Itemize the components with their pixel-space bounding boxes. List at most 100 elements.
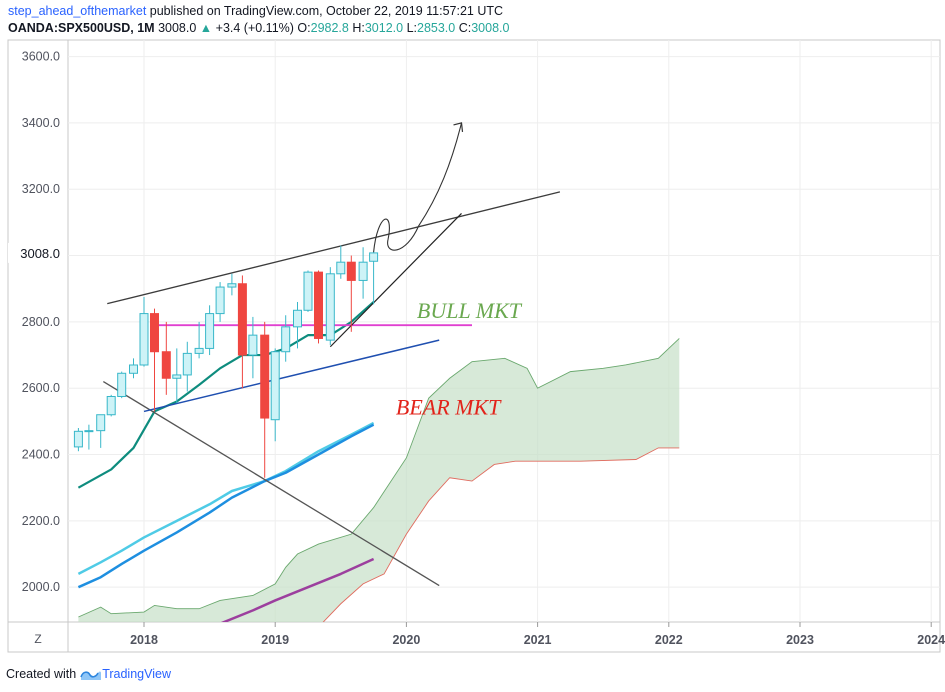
- candle-up: [303, 270, 313, 312]
- cloud-upper-line: [78, 338, 680, 618]
- candle-up: [248, 316, 258, 379]
- falling-trendline: [102, 381, 440, 587]
- candle-body: [270, 351, 280, 421]
- candle-up: [270, 348, 280, 442]
- candle-body: [129, 364, 139, 374]
- candle-body: [106, 395, 116, 416]
- candle-down: [161, 321, 171, 395]
- cloud-lower-line: [322, 447, 680, 622]
- candle-body: [139, 313, 149, 366]
- candle-body: [293, 309, 303, 328]
- candle-body: [303, 271, 313, 311]
- candle-up: [117, 371, 127, 399]
- candle-body: [325, 273, 335, 341]
- candle-up: [325, 267, 335, 346]
- y-tick-label: 2600.0: [22, 381, 60, 395]
- candle-body: [281, 326, 291, 353]
- y-tick-label: 2000.0: [22, 580, 60, 594]
- candle-body: [336, 261, 346, 275]
- ma-light-blue-line: [77, 421, 375, 576]
- candle-body: [96, 414, 106, 432]
- candle-up: [358, 247, 368, 299]
- author-link[interactable]: step_ahead_ofthemarket: [8, 4, 147, 18]
- x-tick-label: 2020: [392, 633, 420, 647]
- projection-curve: [373, 122, 463, 253]
- candle-body: [194, 347, 204, 354]
- close-value: 3008.0: [471, 21, 510, 35]
- publish-info: published on TradingView.com, October 22…: [149, 4, 504, 18]
- candle-body: [73, 430, 83, 448]
- candle-up: [205, 305, 215, 356]
- brand-name: TradingView: [102, 667, 171, 681]
- ichimoku-cloud: [78, 338, 680, 622]
- candle-down: [313, 270, 323, 344]
- candle-body: [237, 283, 247, 356]
- candle-up: [182, 341, 192, 392]
- close-label: C:: [458, 21, 472, 35]
- candle-body: [313, 271, 323, 339]
- candle-up: [139, 297, 149, 367]
- low-label: L:: [406, 21, 417, 35]
- candle-body: [358, 261, 368, 281]
- candle-body: [227, 283, 237, 288]
- low-value: 2853.0: [417, 21, 456, 35]
- candle-body: [346, 261, 356, 281]
- open-label: O:: [297, 21, 311, 35]
- tradingview-brand[interactable]: TradingView: [80, 667, 171, 681]
- x-tick-label: 2023: [786, 633, 814, 647]
- candle-body: [149, 313, 159, 353]
- candle-body: [117, 372, 127, 397]
- candle-body: [215, 286, 225, 315]
- candle-body: [172, 374, 182, 379]
- plot-area: [68, 40, 940, 622]
- candle-body: [205, 313, 215, 349]
- candle-up: [172, 348, 182, 404]
- zoom-button[interactable]: Z: [34, 632, 42, 646]
- current-price-tag-bg: [8, 242, 66, 263]
- candle-down: [237, 275, 247, 389]
- open-value: 2982.8: [310, 21, 349, 35]
- high-value: 3012.0: [364, 21, 404, 35]
- current-price-tag: 3008.0: [20, 246, 60, 261]
- candle-up: [96, 414, 106, 448]
- candle-body: [369, 252, 379, 262]
- candle-up: [129, 358, 139, 379]
- projection-arrowhead: [453, 122, 464, 132]
- upper-trendline: [107, 191, 561, 305]
- footer: Created with TradingView: [6, 667, 171, 681]
- candle-up: [73, 428, 83, 452]
- y-tick-label: 2200.0: [22, 514, 60, 528]
- candle-up: [84, 424, 94, 450]
- candle-body: [182, 352, 192, 376]
- candle-up: [106, 394, 116, 417]
- up-arrow-icon: ▲: [199, 21, 213, 35]
- candle-down: [260, 321, 270, 478]
- candle-up: [194, 321, 204, 359]
- x-tick-label: 2022: [655, 633, 683, 647]
- blue-trendline: [143, 339, 440, 413]
- rising-support-line: [329, 213, 462, 348]
- x-tick-label: 2021: [524, 633, 552, 647]
- candle-down: [149, 308, 159, 412]
- ma-blue-line: [77, 423, 375, 589]
- y-tick-label: 3400.0: [22, 116, 60, 130]
- bull-market-label: BULL MKT: [417, 298, 523, 323]
- candle-body: [248, 334, 258, 356]
- chart-frame: [7, 39, 941, 653]
- tradingview-logo-icon: [80, 671, 102, 680]
- candle-up: [281, 315, 291, 362]
- publish-line: step_ahead_ofthemarket published on Trad…: [8, 3, 509, 20]
- candle-up: [369, 251, 379, 305]
- chart-header: step_ahead_ofthemarket published on Trad…: [8, 3, 509, 37]
- candle-body: [84, 430, 94, 433]
- price-change: +3.4 (+0.11%): [215, 21, 294, 35]
- candle-body: [260, 334, 270, 419]
- y-tick-label: 3200.0: [22, 182, 60, 196]
- y-tick-label: 2800.0: [22, 315, 60, 329]
- symbol-name[interactable]: OANDA:SPX500USD, 1M: [8, 21, 155, 35]
- created-with-label: Created with: [6, 667, 77, 681]
- x-tick-label: 2019: [261, 633, 289, 647]
- candle-body: [161, 351, 171, 379]
- ma-purple-line: [220, 557, 375, 622]
